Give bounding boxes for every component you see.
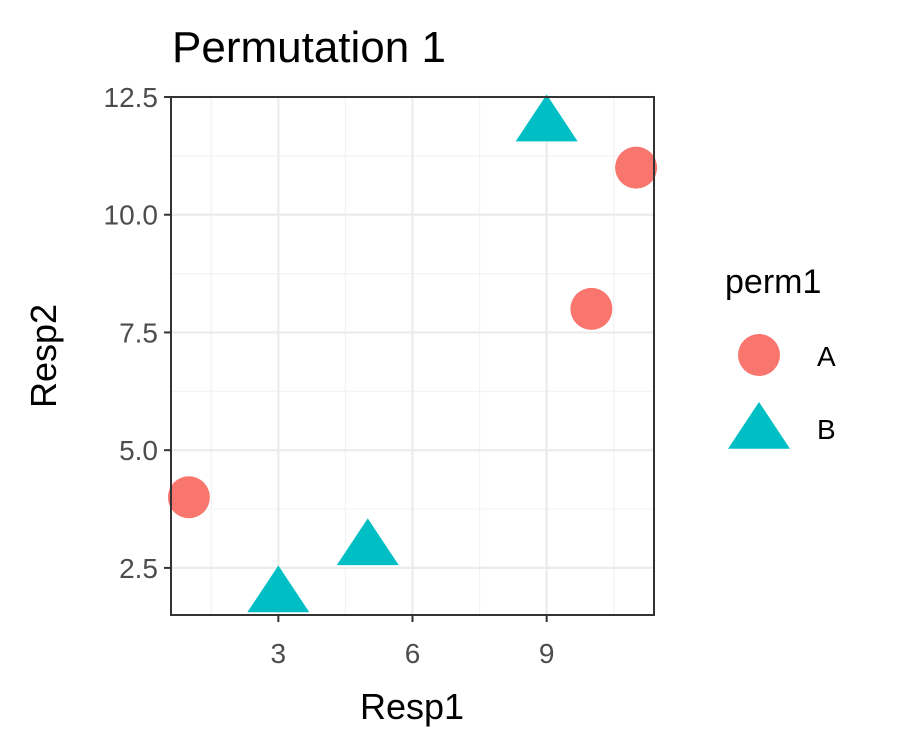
data-point-b bbox=[336, 518, 399, 566]
data-point-a bbox=[615, 146, 658, 189]
data-point-b bbox=[515, 94, 578, 142]
legend-title: perm1 bbox=[725, 263, 821, 301]
x-tick-label: 6 bbox=[405, 638, 421, 669]
data-point-b bbox=[247, 565, 310, 613]
axis-ticks: 3 6 9 2.5 5.0 7.5 10.0 12.5 bbox=[104, 82, 555, 669]
grid bbox=[171, 95, 654, 615]
legend-keys: AB bbox=[728, 334, 836, 449]
y-tick-label: 10.0 bbox=[104, 200, 159, 231]
legend-label: A bbox=[817, 341, 836, 372]
chart-title: Permutation 1 bbox=[172, 23, 446, 72]
y-tick-label: 12.5 bbox=[104, 82, 159, 113]
legend-key-a bbox=[738, 334, 780, 376]
x-axis-title: Resp1 bbox=[360, 686, 464, 727]
data-point-a bbox=[167, 476, 210, 519]
data-point-a bbox=[570, 287, 613, 330]
legend: perm1 AB bbox=[725, 263, 836, 449]
data-points bbox=[167, 94, 658, 613]
y-tick-label: 7.5 bbox=[119, 317, 158, 348]
legend-label: B bbox=[817, 414, 836, 445]
y-axis-title: Resp2 bbox=[23, 304, 64, 408]
x-tick-label: 9 bbox=[539, 638, 555, 669]
y-tick-label: 5.0 bbox=[119, 435, 158, 466]
legend-key-b bbox=[728, 402, 790, 449]
x-tick-label: 3 bbox=[271, 638, 287, 669]
y-tick-label: 2.5 bbox=[119, 553, 158, 584]
